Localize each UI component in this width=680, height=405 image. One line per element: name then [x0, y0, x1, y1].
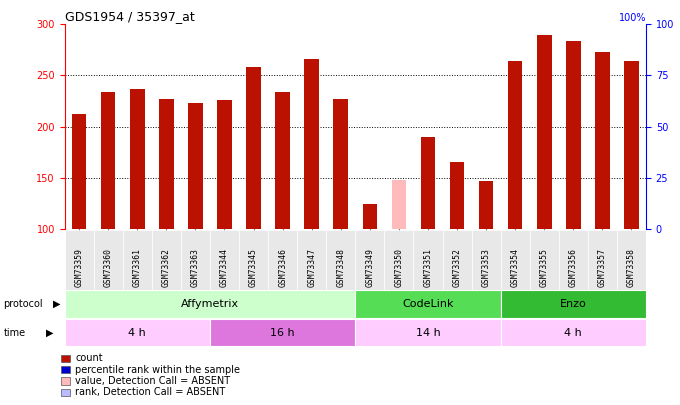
Bar — [275, 92, 290, 229]
Bar — [421, 137, 435, 229]
Text: CodeLink: CodeLink — [403, 299, 454, 309]
Bar — [443, 230, 472, 290]
Bar — [246, 67, 261, 229]
Bar — [355, 319, 500, 346]
Bar — [392, 180, 406, 229]
Bar — [188, 103, 203, 229]
Bar — [479, 181, 494, 229]
Bar — [413, 230, 443, 290]
Bar — [500, 230, 530, 290]
Text: GSM73351: GSM73351 — [424, 247, 432, 287]
Bar — [530, 230, 559, 290]
Text: GSM73360: GSM73360 — [104, 247, 113, 287]
Bar — [384, 230, 413, 290]
Bar — [500, 319, 646, 346]
Text: protocol: protocol — [3, 299, 43, 309]
Text: percentile rank within the sample: percentile rank within the sample — [75, 365, 241, 375]
Bar — [355, 290, 500, 318]
Bar — [305, 59, 319, 229]
Bar — [94, 230, 122, 290]
Text: count: count — [75, 354, 103, 363]
Text: 14 h: 14 h — [415, 328, 441, 337]
Bar — [333, 99, 348, 229]
Text: GSM73346: GSM73346 — [278, 247, 287, 287]
Bar — [559, 230, 588, 290]
Bar — [537, 34, 551, 229]
Bar — [239, 230, 268, 290]
Bar — [617, 230, 646, 290]
Bar — [595, 52, 610, 229]
Bar — [122, 230, 152, 290]
Text: GSM73345: GSM73345 — [249, 247, 258, 287]
Text: GSM73353: GSM73353 — [481, 247, 490, 287]
Text: GDS1954 / 35397_at: GDS1954 / 35397_at — [65, 10, 194, 23]
Bar — [362, 204, 377, 229]
Text: GSM73361: GSM73361 — [133, 247, 141, 287]
Text: GSM73357: GSM73357 — [598, 247, 607, 287]
Bar — [326, 230, 355, 290]
Bar — [72, 114, 86, 229]
Bar — [268, 230, 297, 290]
Bar — [65, 230, 94, 290]
Bar — [508, 61, 522, 229]
Text: GSM73344: GSM73344 — [220, 247, 229, 287]
Bar — [500, 290, 646, 318]
Bar — [210, 319, 355, 346]
Bar — [65, 319, 210, 346]
Text: Affymetrix: Affymetrix — [181, 299, 239, 309]
Text: 4 h: 4 h — [564, 328, 582, 337]
Text: GSM73363: GSM73363 — [191, 247, 200, 287]
Text: value, Detection Call = ABSENT: value, Detection Call = ABSENT — [75, 376, 231, 386]
Bar — [210, 230, 239, 290]
Bar — [472, 230, 500, 290]
Text: Enzo: Enzo — [560, 299, 587, 309]
Bar — [101, 92, 116, 229]
Text: rank, Detection Call = ABSENT: rank, Detection Call = ABSENT — [75, 388, 226, 397]
Text: GSM73354: GSM73354 — [511, 247, 520, 287]
Text: GSM73348: GSM73348 — [337, 247, 345, 287]
Text: ▶: ▶ — [46, 328, 54, 337]
Text: GSM73349: GSM73349 — [365, 247, 374, 287]
Text: 100%: 100% — [619, 13, 646, 23]
Text: GSM73356: GSM73356 — [569, 247, 578, 287]
Bar — [130, 89, 145, 229]
Bar — [297, 230, 326, 290]
Bar — [152, 230, 181, 290]
Text: GSM73352: GSM73352 — [453, 247, 462, 287]
Text: 16 h: 16 h — [271, 328, 295, 337]
Bar — [449, 162, 464, 229]
Text: GSM73359: GSM73359 — [75, 247, 84, 287]
Bar — [588, 230, 617, 290]
Bar — [65, 290, 355, 318]
Text: GSM73355: GSM73355 — [540, 247, 549, 287]
Text: GSM73358: GSM73358 — [627, 247, 636, 287]
Bar — [217, 100, 232, 229]
Bar — [355, 230, 384, 290]
Bar — [566, 40, 581, 229]
Text: GSM73362: GSM73362 — [162, 247, 171, 287]
Text: GSM73350: GSM73350 — [394, 247, 403, 287]
Text: ▶: ▶ — [53, 299, 61, 309]
Bar — [181, 230, 210, 290]
Text: 4 h: 4 h — [129, 328, 146, 337]
Bar — [159, 99, 173, 229]
Bar — [624, 61, 639, 229]
Text: GSM73347: GSM73347 — [307, 247, 316, 287]
Text: time: time — [3, 328, 26, 337]
